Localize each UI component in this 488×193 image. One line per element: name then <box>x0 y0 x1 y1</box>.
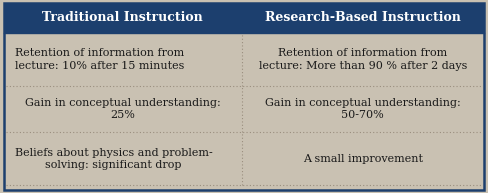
Text: Beliefs about physics and problem-
solving: significant drop: Beliefs about physics and problem- solvi… <box>15 147 212 170</box>
Text: Retention of information from
lecture: 10% after 15 minutes: Retention of information from lecture: 1… <box>15 48 184 71</box>
Text: Research-Based Instruction: Research-Based Instruction <box>265 11 461 24</box>
Bar <box>4 3 484 33</box>
Text: Gain in conceptual understanding:
50-70%: Gain in conceptual understanding: 50-70% <box>265 98 461 120</box>
Text: Gain in conceptual understanding:
25%: Gain in conceptual understanding: 25% <box>25 98 221 120</box>
Text: Retention of information from
lecture: More than 90 % after 2 days: Retention of information from lecture: M… <box>259 48 467 71</box>
Text: Traditional Instruction: Traditional Instruction <box>42 11 203 24</box>
Text: A small improvement: A small improvement <box>303 154 423 164</box>
